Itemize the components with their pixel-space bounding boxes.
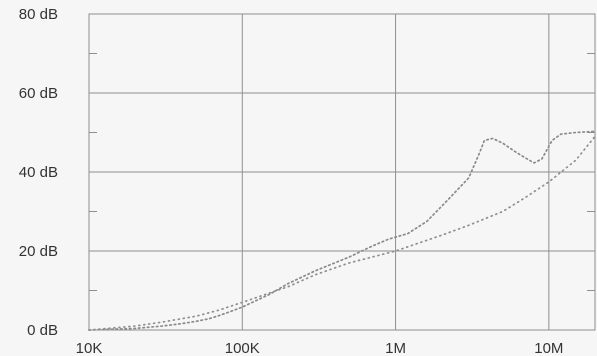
grid-layer bbox=[88, 13, 596, 331]
y-tick-label-2: 40 dB bbox=[19, 164, 58, 181]
y-tick-label-1: 20 dB bbox=[19, 243, 58, 260]
x-tick-label-0: 10K bbox=[76, 340, 103, 356]
y-tick-label-0: 0 dB bbox=[27, 322, 58, 339]
y-tick-label-4: 80 dB bbox=[19, 6, 58, 23]
series-line-0 bbox=[88, 130, 596, 331]
series-layer bbox=[88, 130, 596, 331]
x-tick-label-3: 10M bbox=[534, 340, 563, 356]
y-tick-label-3: 60 dB bbox=[19, 85, 58, 102]
axis-layer: 0 dB 20 dB 40 dB 60 dB 80 dB 10K 100K 1M 10M bbox=[19, 6, 564, 356]
series-line-1 bbox=[88, 135, 596, 331]
x-tick-label-1: 100K bbox=[225, 340, 260, 356]
x-tick-label-2: 1M bbox=[385, 340, 406, 356]
